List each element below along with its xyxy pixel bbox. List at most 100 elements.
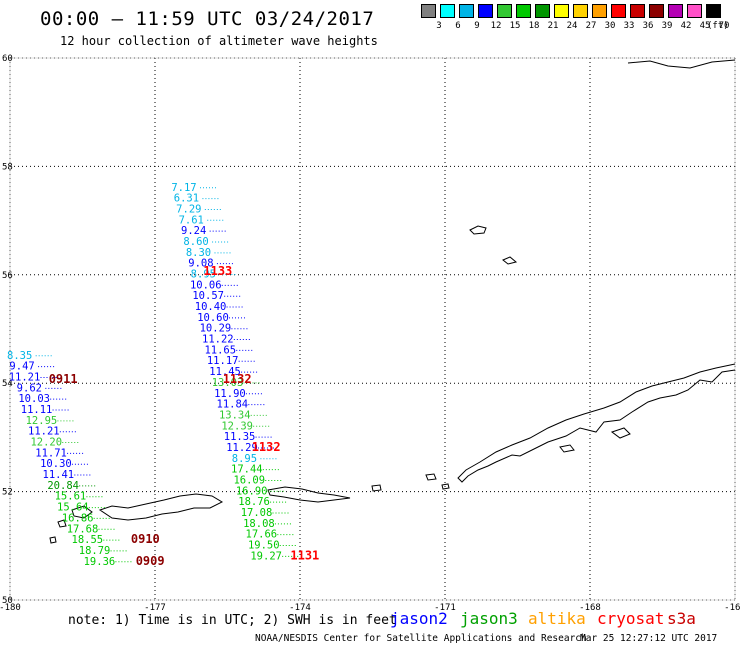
wave-height-value: 10.06	[190, 279, 222, 291]
wave-height-value: 19.27	[250, 550, 282, 562]
scale-tick-label: 27	[585, 21, 597, 31]
satellite-legend-cryosat: cryosat	[597, 609, 665, 628]
coastline-segment	[559, 444, 575, 453]
wave-height-value: 17.08	[241, 507, 273, 519]
wave-height-value: 12.39	[221, 420, 253, 432]
wave-height-value: 12.95	[26, 415, 58, 427]
wave-height-value: 11.21	[9, 371, 41, 383]
scale-swatch	[459, 4, 474, 18]
wave-height-value: 11.45	[209, 366, 241, 378]
wave-height-value: 11.22	[202, 334, 234, 346]
scale-tick-label: 3	[436, 21, 442, 31]
lon-tick-label: -171	[434, 603, 456, 610]
satellite-legend-jason2: jason2	[390, 609, 448, 628]
scale-swatch	[592, 4, 607, 18]
altimeter-map: 60 58 56 54 52 50-180 -177 -174 -171 -168 -165 7.1…	[0, 54, 740, 610]
wave-height-value: 12.20	[30, 437, 62, 449]
scale-swatch	[421, 4, 436, 18]
scale-tick-label: 21	[547, 21, 559, 31]
wave-height-value: 7.17	[171, 182, 196, 194]
wave-height-value: 17.66	[246, 529, 278, 541]
lat-lon-grid	[9, 57, 736, 601]
coastline-segment	[425, 473, 437, 481]
scale-swatch	[706, 4, 721, 18]
pass-time-label: 0911	[49, 372, 78, 386]
scale-tick-label: 15	[509, 21, 521, 31]
wave-height-value: 19.36	[84, 556, 116, 568]
scale-tick-label: 70	[718, 21, 730, 31]
wave-height-value: 10.30	[40, 458, 72, 470]
coastline-segment	[49, 536, 57, 544]
coastline-segment	[627, 59, 736, 69]
pass-time-label: 1132	[252, 440, 281, 454]
wave-height-value: 17.68	[67, 523, 99, 535]
scale-unit: (ft)	[707, 21, 729, 31]
wave-height-value: 11.11	[21, 404, 53, 416]
scale-tick-label: 30	[604, 21, 616, 31]
wave-height-value: 6.31	[174, 193, 199, 205]
wave-height-value: 8.60	[183, 236, 208, 248]
wave-height-value: 9.62	[17, 382, 42, 394]
wave-height-value: 9.47	[9, 361, 34, 373]
satellite-legend-altika: altika	[528, 609, 586, 628]
wave-height-value: 8.35	[7, 350, 32, 362]
lon-tick-label: -168	[579, 603, 601, 610]
wave-height-value: 11.21	[28, 426, 60, 438]
wave-height-value: 15.61	[55, 491, 87, 503]
satellite-legend-s3a: s3a	[667, 609, 696, 628]
lat-tick-label: 54	[2, 379, 13, 389]
scale-tick-label: 42	[680, 21, 692, 31]
wave-height-value: 11.29	[226, 442, 258, 454]
wave-height-value: 10.03	[18, 393, 50, 405]
wave-height-value: 11.90	[214, 388, 246, 400]
lon-tick-label: -180	[0, 603, 21, 610]
wave-height-value: 9.24	[181, 225, 206, 237]
scale-tick-label: 12	[490, 21, 502, 31]
coastline	[49, 59, 736, 544]
scale-tick-label: 36	[642, 21, 654, 31]
credit-line: NOAA/NESDIS Center for Satellite Applica…	[255, 633, 587, 644]
wave-height-value: 18.76	[238, 496, 270, 508]
scale-tick-label: 33	[623, 21, 635, 31]
wave-height-value: 11.71	[35, 447, 67, 459]
scale-swatch	[649, 4, 664, 18]
wave-height-value: 18.55	[72, 534, 104, 546]
wave-height-value: 13.34	[219, 409, 251, 421]
pass-time-label: 1132	[223, 372, 252, 386]
wave-height-value: 11.35	[224, 431, 256, 443]
wave-height-value: 10.29	[200, 323, 232, 335]
wave-height-value: 13.03	[212, 377, 244, 389]
wave-height-value: 8.95	[191, 269, 216, 281]
pass-time-label: 1131	[290, 548, 319, 562]
coastline-segment	[457, 363, 736, 483]
wave-height-value: 18.08	[243, 518, 275, 530]
scale-swatch	[573, 4, 588, 18]
wave-height-value: 16.86	[62, 512, 94, 524]
pass-time-label: 0910	[131, 532, 160, 546]
wave-height-value: 18.79	[79, 545, 111, 557]
map-subtitle: 12 hour collection of altimeter wave hei…	[60, 34, 378, 48]
scale-swatch	[497, 4, 512, 18]
wave-height-value: 8.30	[186, 247, 211, 259]
wave-height-value: 9.08	[188, 258, 213, 270]
lon-tick-label: -165	[724, 603, 740, 610]
satellite-tracks: 7.176.317.297.619.248.608.309.088.9510.0…	[7, 182, 319, 568]
scale-tick-label: 24	[566, 21, 578, 31]
wave-height-value: 11.84	[217, 399, 249, 411]
scale-tick-label: 6	[455, 21, 461, 31]
wave-height-value: 19.50	[248, 540, 280, 552]
wave-height-value: 11.41	[43, 469, 75, 481]
lon-tick-label: -177	[144, 603, 166, 610]
coastline-segment	[371, 484, 382, 492]
scale-tick-label: 39	[661, 21, 673, 31]
axis-labels: 60 58 56 54 52 50-180 -177 -174 -171 -168 -165	[0, 54, 740, 610]
lat-tick-label: 52	[2, 488, 13, 498]
wave-height-value: 10.40	[195, 301, 227, 313]
wave-height-value: 10.60	[197, 312, 229, 324]
pass-time-label: 0909	[136, 554, 165, 568]
scale-swatch	[630, 4, 645, 18]
wave-height-value: 16.09	[233, 474, 265, 486]
wave-height-value: 11.17	[207, 355, 239, 367]
coastline-segment	[441, 483, 450, 490]
wave-height-value: 10.57	[192, 290, 224, 302]
